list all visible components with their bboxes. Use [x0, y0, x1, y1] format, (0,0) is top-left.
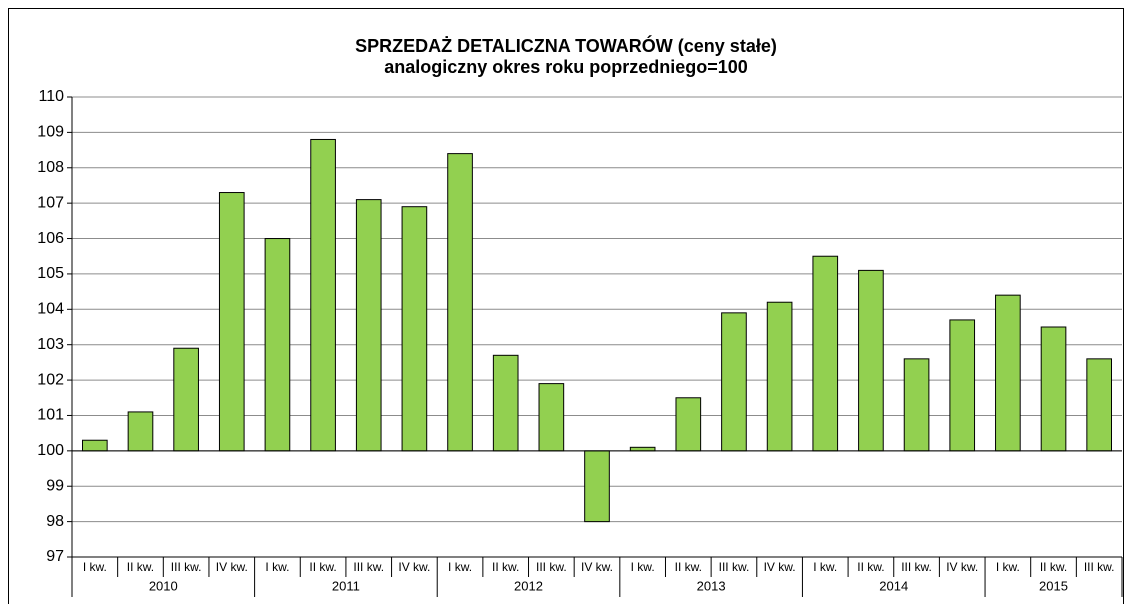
- year-label: 2013: [697, 578, 726, 593]
- chart-border: [8, 8, 1124, 609]
- bar: [82, 439, 108, 452]
- x-tick-label: II kw.: [1040, 560, 1067, 574]
- bar: [355, 199, 382, 452]
- bar: [629, 446, 656, 452]
- x-tick-label: II kw.: [857, 560, 884, 574]
- y-tick-label: 99: [46, 477, 64, 494]
- bar: [401, 206, 428, 452]
- bar: [173, 347, 199, 452]
- y-tick-label: 98: [46, 513, 64, 530]
- y-tick-label: 106: [37, 230, 64, 247]
- bar: [127, 411, 154, 452]
- bar: [812, 255, 839, 452]
- year-label: 2011: [332, 578, 360, 593]
- x-tick-label: II kw.: [309, 560, 336, 574]
- y-tick-label: 103: [37, 336, 64, 353]
- bar: [264, 238, 291, 452]
- x-tick-label: I kw.: [83, 560, 107, 574]
- y-tick-label: 102: [37, 371, 64, 388]
- x-tick-label: III kw.: [353, 560, 384, 574]
- y-tick-label: 105: [37, 265, 64, 282]
- y-tick-label: 108: [37, 159, 64, 176]
- bar: [903, 358, 930, 452]
- y-tick-label: 107: [37, 194, 64, 211]
- x-tick-label: I kw.: [448, 560, 472, 574]
- x-tick-label: III kw.: [171, 560, 202, 574]
- x-tick-label: III kw.: [1084, 560, 1115, 574]
- bar: [995, 294, 1021, 452]
- year-label: 2014: [879, 578, 908, 593]
- x-tick-label: I kw.: [265, 560, 289, 574]
- y-tick-label: 100: [37, 442, 64, 459]
- bar: [447, 153, 473, 452]
- year-label: 2015: [1039, 578, 1068, 593]
- bar: [1086, 358, 1112, 452]
- x-tick-label: IV kw.: [581, 560, 613, 574]
- x-tick-label: III kw.: [901, 560, 932, 574]
- bar: [492, 354, 519, 452]
- x-tick-label: IV kw.: [216, 560, 248, 574]
- x-tick-label: II kw.: [492, 560, 519, 574]
- bar: [1040, 326, 1067, 452]
- x-tick-label: I kw.: [996, 560, 1020, 574]
- y-tick-label: 101: [37, 407, 64, 424]
- x-tick-label: II kw.: [127, 560, 154, 574]
- y-tick-label: 97: [46, 548, 64, 565]
- bar: [310, 138, 336, 452]
- bar: [858, 269, 884, 452]
- y-tick-label: 110: [38, 88, 64, 105]
- bar: [721, 312, 747, 452]
- bar: [949, 319, 976, 452]
- x-tick-label: I kw.: [813, 560, 837, 574]
- bar: [584, 450, 610, 523]
- bar: [766, 301, 793, 452]
- x-tick-label: IV kw.: [764, 560, 796, 574]
- chart-subtitle: analogiczny okres roku poprzedniego=100: [384, 57, 748, 77]
- bar: [675, 397, 702, 452]
- y-tick-label: 109: [37, 124, 64, 141]
- bar: [218, 192, 245, 452]
- x-tick-label: IV kw.: [398, 560, 430, 574]
- year-label: 2010: [149, 578, 178, 593]
- x-tick-label: III kw.: [719, 560, 750, 574]
- bar: [538, 383, 565, 452]
- chart-title: SPRZEDAŻ DETALICZNA TOWARÓW (ceny stałe): [355, 35, 777, 56]
- year-label: 2012: [514, 578, 543, 593]
- x-tick-label: IV kw.: [946, 560, 978, 574]
- x-tick-label: II kw.: [675, 560, 702, 574]
- x-tick-label: III kw.: [536, 560, 567, 574]
- y-tick-label: 104: [37, 301, 64, 318]
- x-tick-label: I kw.: [631, 560, 655, 574]
